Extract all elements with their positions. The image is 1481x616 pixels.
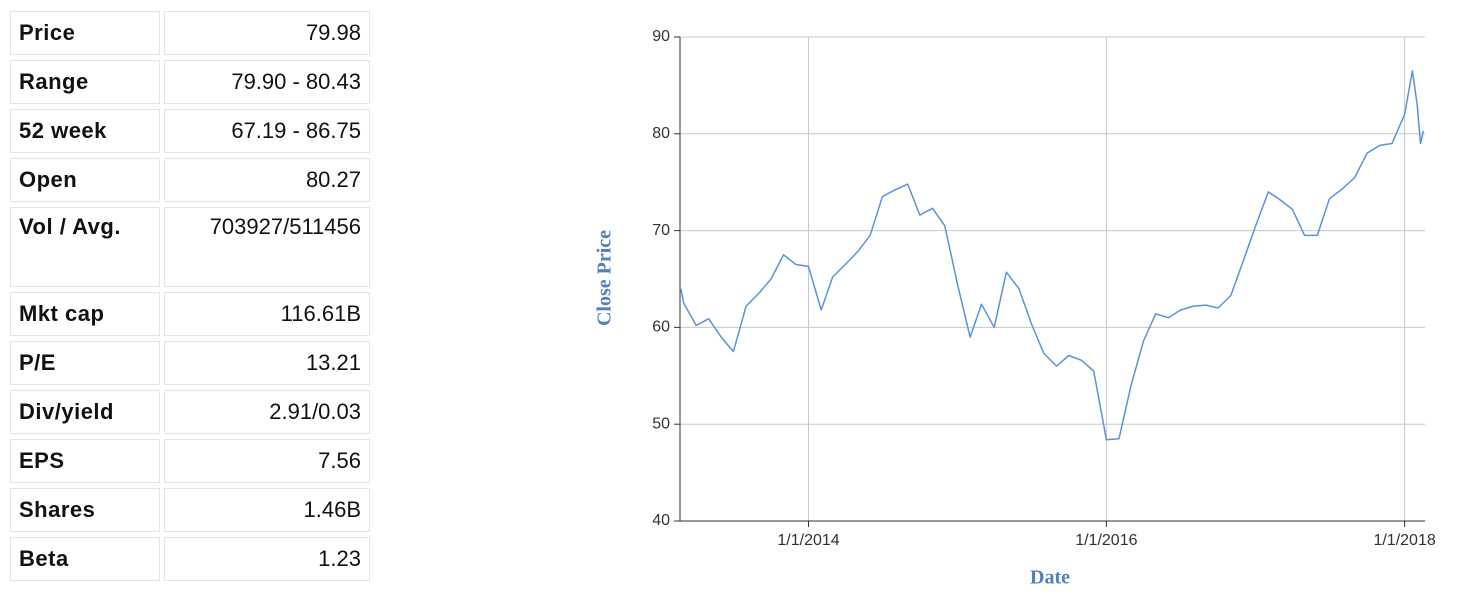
table-row: EPS 7.56	[10, 439, 370, 483]
table-row: P/E 13.21	[10, 341, 370, 385]
x-axis-label: Date	[1030, 567, 1070, 589]
y-tick-label: 90	[652, 28, 670, 45]
y-tick-label: 70	[652, 222, 670, 239]
quote-table: Price 79.98 Range 79.90 - 80.43 52 week 67.19…	[6, 6, 374, 586]
table-row: Mkt cap 116.61B	[10, 292, 370, 336]
y-tick-label: 60	[652, 319, 670, 336]
field-value: 703927/511456	[164, 207, 370, 287]
y-tick-label: 80	[652, 125, 670, 142]
field-value: 1.23	[164, 537, 370, 581]
field-label: Price	[10, 11, 160, 55]
x-tick-label: 1/1/2014	[777, 532, 839, 549]
field-value: 80.27	[164, 158, 370, 202]
y-tick-label: 40	[652, 512, 670, 529]
field-value: 1.46B	[164, 488, 370, 532]
field-value: 79.90 - 80.43	[164, 60, 370, 104]
field-value: 2.91/0.03	[164, 390, 370, 434]
field-label: Vol / Avg.	[10, 207, 160, 287]
field-label: Beta	[10, 537, 160, 581]
field-value: 79.98	[164, 11, 370, 55]
y-tick-label: 50	[652, 415, 670, 432]
y-axis-label: Close Price	[594, 230, 616, 326]
x-tick-label: 1/1/2018	[1373, 532, 1435, 549]
field-label: Shares	[10, 488, 160, 532]
field-value: 67.19 - 86.75	[164, 109, 370, 153]
table-row: Beta 1.23	[10, 537, 370, 581]
table-row: Shares 1.46B	[10, 488, 370, 532]
field-label: Range	[10, 60, 160, 104]
field-label: Open	[10, 158, 160, 202]
table-row: Price 79.98	[10, 11, 370, 55]
x-tick-label: 1/1/2016	[1075, 532, 1137, 549]
table-row: Range 79.90 - 80.43	[10, 60, 370, 104]
field-label: P/E	[10, 341, 160, 385]
field-label: Div/yield	[10, 390, 160, 434]
field-label: 52 week	[10, 109, 160, 153]
table-row: Div/yield 2.91/0.03	[10, 390, 370, 434]
table-row: Vol / Avg. 703927/511456	[10, 207, 370, 287]
price-line	[680, 70, 1425, 441]
field-value: 7.56	[164, 439, 370, 483]
table-row: Open 80.27	[10, 158, 370, 202]
field-value: 116.61B	[164, 292, 370, 336]
field-label: EPS	[10, 439, 160, 483]
table-row: 52 week 67.19 - 86.75	[10, 109, 370, 153]
field-label: Mkt cap	[10, 292, 160, 336]
field-value: 13.21	[164, 341, 370, 385]
